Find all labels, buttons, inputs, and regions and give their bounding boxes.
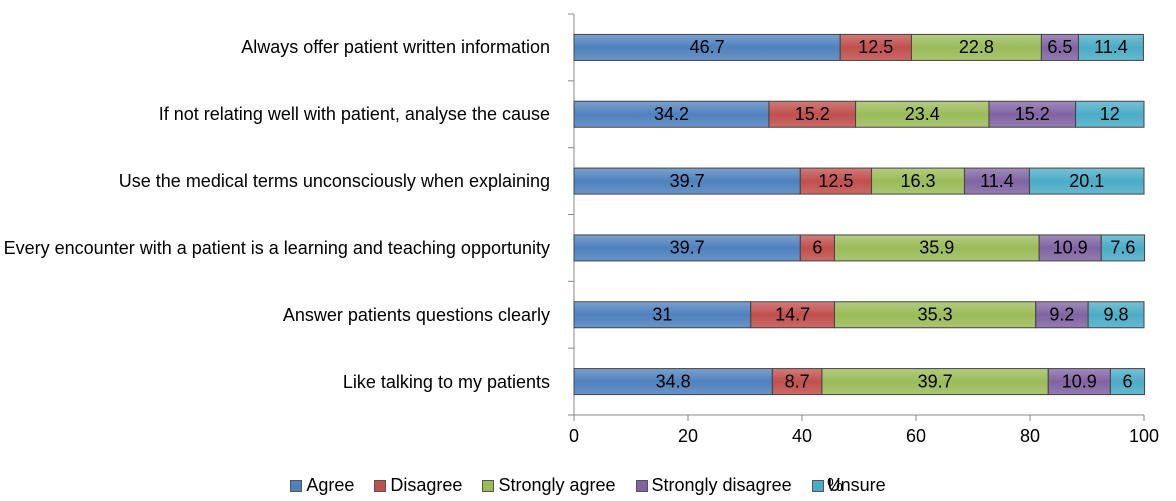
- value-label: 10.9: [1053, 238, 1088, 258]
- value-label: 35.3: [918, 305, 953, 325]
- category-label: Use the medical terms unconsciously when…: [118, 171, 550, 192]
- bar-segment: [1075, 100, 1145, 128]
- x-axis-label: %: [827, 475, 843, 495]
- category-label: Every encounter with a patient is a lear…: [3, 237, 550, 258]
- value-label: 34.8: [656, 371, 691, 391]
- bar-segment: [1028, 167, 1145, 195]
- value-label: 46.7: [690, 37, 725, 57]
- legend-label: Unsure: [827, 475, 886, 495]
- bar-segment: [799, 234, 835, 262]
- legend-item: Strongly agree: [482, 475, 616, 496]
- value-label: 35.9: [919, 238, 954, 258]
- value-label: 39.7: [670, 238, 705, 258]
- bar-segment: [573, 301, 752, 329]
- x-tick-label: 20: [678, 426, 698, 446]
- value-label: 31: [652, 305, 672, 325]
- x-tick-label: 40: [792, 426, 812, 446]
- value-label: 39.7: [670, 171, 705, 191]
- x-tick-label: 100: [1129, 426, 1159, 446]
- category-label: Like talking to my patients: [342, 371, 550, 392]
- value-label: 15.2: [1015, 104, 1050, 124]
- bar-segment: [1038, 234, 1102, 262]
- legend-swatch: [635, 479, 648, 492]
- value-label: 6: [1122, 371, 1132, 391]
- value-label: 8.7: [785, 371, 810, 391]
- bar-segment: [833, 301, 1037, 329]
- value-label: 20.1: [1069, 171, 1104, 191]
- bar-segment: [573, 100, 770, 128]
- bar-segment: [833, 234, 1040, 262]
- value-label: 22.8: [959, 37, 994, 57]
- value-label: 23.4: [905, 104, 940, 124]
- bar-segment: [1100, 234, 1146, 262]
- bar-segment: [573, 234, 801, 262]
- bar-segment: [1087, 301, 1145, 329]
- legend-item: Disagree: [374, 475, 462, 496]
- category-label: If not relating well with patient, analy…: [158, 104, 550, 125]
- legend-swatch: [290, 479, 303, 492]
- category-label: Answer patients questions clearly: [282, 304, 550, 325]
- value-label: 34.2: [654, 104, 689, 124]
- legend-swatch: [811, 479, 824, 492]
- value-label: 6: [812, 238, 822, 258]
- value-label: 7.6: [1110, 238, 1135, 258]
- bar-segment: [871, 167, 965, 195]
- legend-item: Strongly disagree: [635, 475, 792, 496]
- value-label: 10.9: [1062, 371, 1097, 391]
- value-label: 11.4: [1094, 37, 1128, 57]
- value-label: 9.8: [1104, 305, 1129, 325]
- bar-segment: [821, 368, 1049, 396]
- legend-label: Strongly agree: [498, 475, 616, 495]
- value-label: 11.4: [980, 171, 1014, 191]
- value-label: 6.5: [1047, 37, 1072, 57]
- x-tick-label: 60: [906, 426, 926, 446]
- value-label: 12.5: [858, 37, 893, 57]
- legend-label: Agree: [306, 475, 355, 495]
- value-label: 39.7: [918, 371, 953, 391]
- legend-label: Strongly disagree: [651, 475, 792, 495]
- x-tick-label: 0: [569, 426, 579, 446]
- bar-segment: [963, 167, 1030, 195]
- bar-segment: [1035, 301, 1089, 329]
- bar-segment: [1077, 33, 1144, 61]
- bar-segment: [855, 100, 990, 128]
- x-tick-label: 80: [1020, 426, 1040, 446]
- value-label: 14.7: [775, 305, 810, 325]
- bar-segment: [771, 368, 823, 396]
- legend-item: Unsure: [811, 475, 886, 496]
- legend-item: Agree: [290, 475, 354, 496]
- legend-label: Disagree: [390, 475, 463, 495]
- value-label: 15.2: [795, 104, 830, 124]
- category-label: Always offer patient written information: [241, 37, 550, 58]
- value-label: 12: [1100, 104, 1120, 124]
- legend: Agree Disagree Strongly agree Strongly disa…: [0, 475, 1176, 496]
- legend-swatch: [374, 479, 387, 492]
- value-label: 12.5: [818, 171, 853, 191]
- bar-segment: [1109, 368, 1146, 396]
- legend-swatch: [482, 479, 495, 492]
- value-label: 16.3: [900, 171, 935, 191]
- bar-segment: [750, 301, 835, 329]
- value-label: 9.2: [1049, 305, 1074, 325]
